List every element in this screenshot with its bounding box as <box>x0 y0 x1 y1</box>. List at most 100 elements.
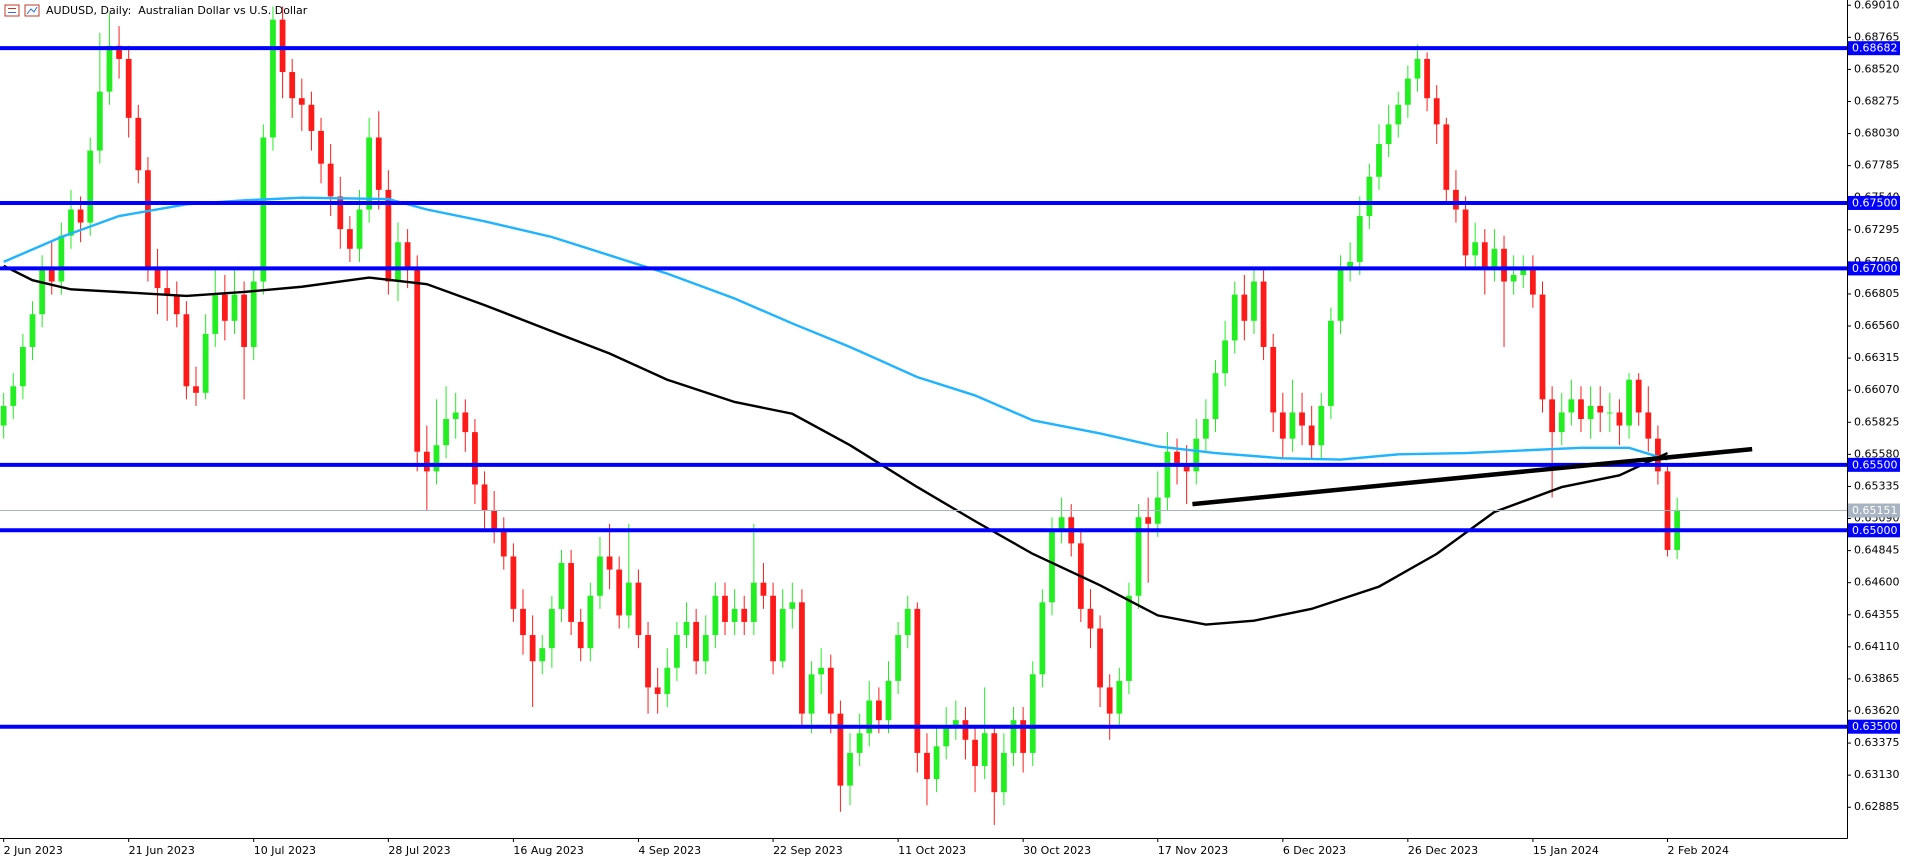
candle-body <box>1289 412 1296 439</box>
x-tick-label: 22 Sep 2023 <box>773 844 843 857</box>
candle-body <box>1279 412 1286 439</box>
candle-body <box>875 700 882 721</box>
level-label: 0.63500 <box>1852 720 1898 733</box>
title-icons <box>4 4 40 17</box>
candle-body <box>96 91 103 151</box>
candle-body <box>173 294 180 315</box>
candle-body <box>914 608 921 753</box>
x-tick-label: 11 Oct 2023 <box>898 844 966 857</box>
candle-body <box>635 582 642 636</box>
candle-body <box>414 268 421 452</box>
candle-body <box>1097 628 1103 688</box>
candle-body <box>548 608 555 649</box>
y-tick-label: 0.63130 <box>1854 768 1900 781</box>
y-tick-label: 0.67785 <box>1854 159 1900 172</box>
y-tick-label: 0.66070 <box>1854 383 1900 396</box>
candle-body <box>270 19 276 138</box>
candle-body <box>385 189 392 282</box>
candle-body <box>327 163 334 197</box>
candle-body <box>279 19 286 73</box>
candle-body <box>77 209 84 223</box>
candle-body <box>1481 242 1488 269</box>
x-tick-label: 6 Dec 2023 <box>1283 844 1346 857</box>
candle-body <box>952 720 959 727</box>
candle-body <box>616 569 623 616</box>
y-tick-label: 0.64845 <box>1854 544 1900 557</box>
candle-body <box>395 242 401 282</box>
candle-body <box>645 635 651 688</box>
candle-body <box>433 445 440 472</box>
candle-body <box>924 752 930 780</box>
candle-body <box>558 563 565 609</box>
candle-body <box>289 72 296 99</box>
candle-body <box>1308 425 1315 446</box>
candle-body <box>770 595 776 662</box>
candle-body <box>1433 98 1440 125</box>
candle-body <box>1193 438 1200 472</box>
candle-body <box>789 602 796 609</box>
candle-body <box>1020 720 1027 753</box>
x-tick-label: 26 Dec 2023 <box>1408 844 1478 857</box>
candle-body <box>183 314 190 387</box>
candle-body <box>298 98 305 105</box>
candle-body <box>1395 104 1402 125</box>
candle-body <box>48 268 55 282</box>
candle-body <box>510 556 517 609</box>
candle-body <box>779 608 786 662</box>
last-price-box <box>1848 503 1900 518</box>
candle-body <box>1597 405 1604 413</box>
candle-body <box>1251 281 1257 321</box>
candle-body <box>1462 209 1469 256</box>
x-tick-label: 28 Jul 2023 <box>388 844 450 857</box>
level-box <box>1848 523 1900 538</box>
candle-body <box>1087 608 1094 629</box>
level-label: 0.67000 <box>1852 262 1898 275</box>
candle-body <box>1376 144 1382 177</box>
y-tick-label: 0.68765 <box>1854 30 1900 43</box>
chart-title: AUDUSD, Daily: Australian Dollar vs U.S.… <box>46 4 308 17</box>
y-tick-label: 0.67295 <box>1854 223 1900 236</box>
candle-body <box>452 412 459 419</box>
candle-body <box>68 209 74 236</box>
candle-body <box>1174 451 1180 465</box>
candle-body <box>443 419 449 446</box>
x-tick-label: 17 Nov 2023 <box>1158 844 1228 857</box>
candle-body <box>1529 268 1536 295</box>
level-label: 0.65000 <box>1852 524 1898 537</box>
level-box <box>1848 457 1900 472</box>
last-price-label: 0.65151 <box>1852 504 1898 517</box>
y-tick-label: 0.68520 <box>1854 62 1900 75</box>
x-tick-label: 10 Jul 2023 <box>254 844 316 857</box>
candle-body <box>943 726 950 747</box>
candle-body <box>20 346 26 387</box>
candle-body <box>750 582 757 622</box>
candle-body <box>972 739 978 766</box>
y-tick-label: 0.64110 <box>1854 640 1900 653</box>
level-box <box>1848 719 1900 734</box>
candle-body <box>164 288 171 295</box>
candle-body <box>481 484 488 511</box>
candle-body <box>1404 78 1411 105</box>
candle-body <box>29 314 36 347</box>
candle-body <box>145 170 151 269</box>
candle-body <box>1049 530 1055 603</box>
candle-body <box>1241 294 1248 321</box>
candle-body <box>1126 595 1132 681</box>
candle-body <box>856 733 863 753</box>
candle-body <box>1366 176 1373 217</box>
candle-body <box>1328 320 1334 406</box>
candle-body <box>1568 399 1575 413</box>
candle-body <box>1655 438 1661 472</box>
candle-body <box>837 713 844 786</box>
candle-body <box>337 196 344 230</box>
candle-body <box>318 130 324 164</box>
candle-body <box>722 595 728 622</box>
x-tick-label: 2 Feb 2024 <box>1668 844 1729 857</box>
candle-body <box>866 700 873 734</box>
y-tick-label: 0.62885 <box>1854 800 1900 813</box>
candle-body <box>674 635 680 668</box>
candle-body <box>1453 189 1459 210</box>
candle-body <box>221 294 228 321</box>
